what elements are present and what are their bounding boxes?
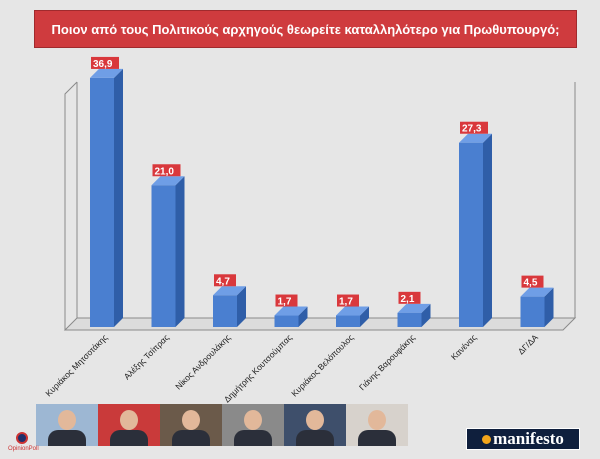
category-label: Δημήτρης Κουτσούμπας [222, 332, 294, 404]
bar-front [213, 295, 237, 327]
bar [520, 287, 554, 327]
opinionpoll-logo: OpinionPoll [8, 428, 48, 456]
bar [397, 303, 431, 327]
value-label-text: 4,5 [524, 278, 538, 289]
bar-front [90, 77, 114, 327]
bar-side [237, 286, 246, 327]
value-label: 2,1 [398, 291, 421, 305]
value-label: 36,9 [91, 56, 119, 70]
value-label: 21,0 [152, 164, 181, 177]
category-label: Νίκος Ανδρουλάκης [173, 332, 232, 391]
category-label: Αλέξης Τσίπρας [122, 332, 171, 381]
portrait-icon [36, 404, 98, 446]
bar-front [520, 296, 545, 327]
value-label: 4,5 [521, 275, 544, 289]
value-label-text: 4,7 [216, 276, 230, 287]
manifesto-logo: manifesto [466, 428, 580, 450]
category-label: Κυριάκος Μητσοτάκης [43, 332, 109, 398]
value-label-bg [152, 164, 181, 177]
value-label-bg [91, 56, 119, 69]
value-label-text: 27,3 [462, 124, 482, 135]
bar-top [213, 286, 246, 296]
value-label-bg [460, 121, 488, 134]
category-label: Κανένας [449, 332, 479, 362]
portrait-icon [222, 404, 284, 446]
bar-front [274, 315, 299, 327]
bar-side [544, 287, 554, 327]
portrait-icon [284, 404, 346, 446]
chart-frame [63, 81, 577, 331]
value-labels-group: 36,9 21,0 4,7 1,7 1,7 2,1 27,3 4,5 [91, 56, 544, 308]
bar [336, 306, 369, 327]
bar-top [459, 133, 492, 143]
category-label: Κυριάκος Βελόπουλος [289, 332, 355, 398]
value-label-text: 36,9 [93, 59, 113, 70]
bar [459, 133, 492, 327]
bar-side [298, 306, 308, 327]
bar-side [175, 176, 185, 327]
bar-top [397, 303, 431, 313]
value-label: 1,7 [275, 294, 298, 308]
bar-front [151, 185, 176, 327]
value-label-bg [275, 294, 298, 307]
bar-front [459, 142, 483, 327]
value-label: 4,7 [214, 274, 236, 287]
value-label-bg [521, 275, 544, 288]
value-label-text: 2,1 [401, 294, 415, 305]
category-labels-group: Κυριάκος Μητσοτάκης Αλέξης Τσίπρας Νίκος Α… [43, 332, 540, 404]
portrait-icon [346, 404, 408, 446]
value-label: 1,7 [337, 294, 359, 308]
value-label-text: 1,7 [339, 297, 353, 308]
bar-top [151, 176, 185, 186]
value-label-text: 1,7 [278, 297, 292, 308]
bar [90, 68, 123, 328]
bar-top [336, 306, 369, 316]
value-label-bg [337, 294, 359, 307]
value-label: 27,3 [460, 121, 488, 135]
value-label-bg [398, 291, 421, 304]
bar [213, 286, 246, 327]
chart-floor [63, 317, 577, 331]
category-label: Γιάνης Βαρουφάκης [357, 332, 417, 392]
portrait-icon [160, 404, 222, 446]
bars-group [90, 68, 554, 328]
category-label: ΔΓ/ΔΑ [516, 332, 540, 356]
chart-left-wall [64, 81, 78, 330]
bar-top [520, 287, 554, 297]
bar-top [90, 68, 123, 78]
portrait-icon [98, 404, 160, 446]
bar [274, 306, 308, 327]
bar-side [114, 68, 123, 328]
bar-side [360, 306, 369, 327]
bar-front [397, 312, 422, 327]
value-label-bg [214, 274, 236, 287]
bar-front [336, 315, 360, 327]
leaders-photo-strip [36, 404, 408, 446]
bar [151, 176, 185, 327]
value-label-text: 21,0 [155, 166, 175, 177]
bar-side [483, 133, 492, 327]
chart-title: Ποιον από τους Πολιτικούς αρχηγούς θεωρε… [34, 10, 577, 48]
bar-side [421, 303, 431, 327]
bar-top [274, 306, 308, 316]
